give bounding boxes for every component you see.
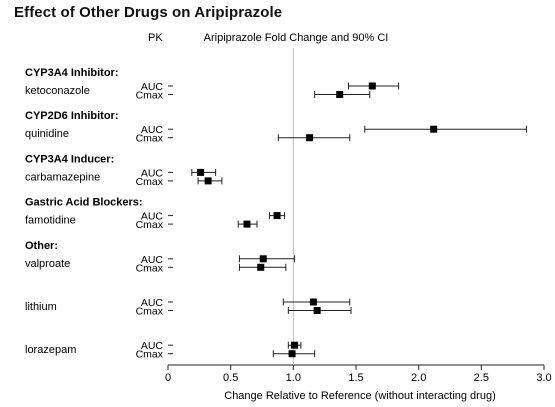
point-estimate xyxy=(306,134,314,142)
point-estimate xyxy=(197,168,205,176)
pk-label: AUC xyxy=(141,167,164,179)
point-estimate xyxy=(257,263,265,271)
x-tick-label: 3.0 xyxy=(536,372,551,384)
drug-label: lorazepam xyxy=(25,344,76,356)
point-estimate xyxy=(368,82,376,90)
x-tick-label: 2.0 xyxy=(411,372,426,384)
drug-label: ketoconazole xyxy=(25,85,90,97)
point-estimate xyxy=(243,220,251,228)
pk-label: AUC xyxy=(141,81,164,93)
pk-label: Cmax xyxy=(136,219,164,231)
drug-label: famotidine xyxy=(25,215,76,227)
x-tick-label: 0.5 xyxy=(223,372,238,384)
group-heading: Other: xyxy=(25,240,58,252)
drug-label: carbamazepine xyxy=(25,171,100,183)
point-estimate xyxy=(291,341,299,349)
x-tick-label: 2.5 xyxy=(474,372,489,384)
point-estimate xyxy=(204,177,212,185)
point-estimate xyxy=(288,350,296,358)
x-axis-label: Change Relative to Reference (without in… xyxy=(224,390,495,402)
pk-label: Cmax xyxy=(136,90,164,102)
plot-subtitle: Aripiprazole Fold Change and 90% CI xyxy=(204,32,389,44)
point-estimate xyxy=(313,307,321,314)
pk-label: Cmax xyxy=(136,133,164,145)
x-tick-label: 1.5 xyxy=(348,372,363,384)
point-estimate xyxy=(309,298,317,306)
pk-label: Cmax xyxy=(136,262,164,274)
group-heading: CYP2D6 Inhibitor: xyxy=(25,110,119,122)
drug-label: quinidine xyxy=(25,128,69,140)
group-heading: Gastric Acid Blockers: xyxy=(25,197,143,209)
point-estimate xyxy=(273,212,281,220)
pk-label: AUC xyxy=(141,297,164,309)
group-heading: CYP3A4 Inhibitor: xyxy=(25,67,119,79)
pk-header: PK xyxy=(148,32,163,44)
x-tick-label: 1.0 xyxy=(286,372,301,384)
pk-label: Cmax xyxy=(136,306,164,318)
point-estimate xyxy=(336,91,344,98)
drug-label: valproate xyxy=(25,258,70,270)
pk-label: Cmax xyxy=(136,176,164,188)
pk-label: AUC xyxy=(141,211,164,223)
chart-title: Effect of Other Drugs on Aripiprazole xyxy=(14,4,283,21)
drug-label: lithium xyxy=(25,301,57,313)
group-heading: CYP3A4 Inducer: xyxy=(25,153,114,165)
x-tick-label: 0 xyxy=(165,372,171,384)
pk-label: AUC xyxy=(141,340,164,352)
pk-label: Cmax xyxy=(136,349,164,361)
pk-label: AUC xyxy=(141,254,164,266)
pk-label: AUC xyxy=(141,124,164,136)
point-estimate xyxy=(430,125,438,133)
point-estimate xyxy=(259,255,267,263)
